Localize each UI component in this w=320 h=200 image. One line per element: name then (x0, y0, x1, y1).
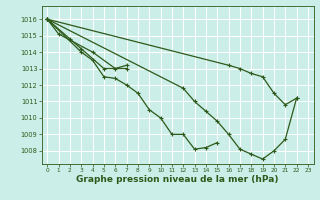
X-axis label: Graphe pression niveau de la mer (hPa): Graphe pression niveau de la mer (hPa) (76, 175, 279, 184)
